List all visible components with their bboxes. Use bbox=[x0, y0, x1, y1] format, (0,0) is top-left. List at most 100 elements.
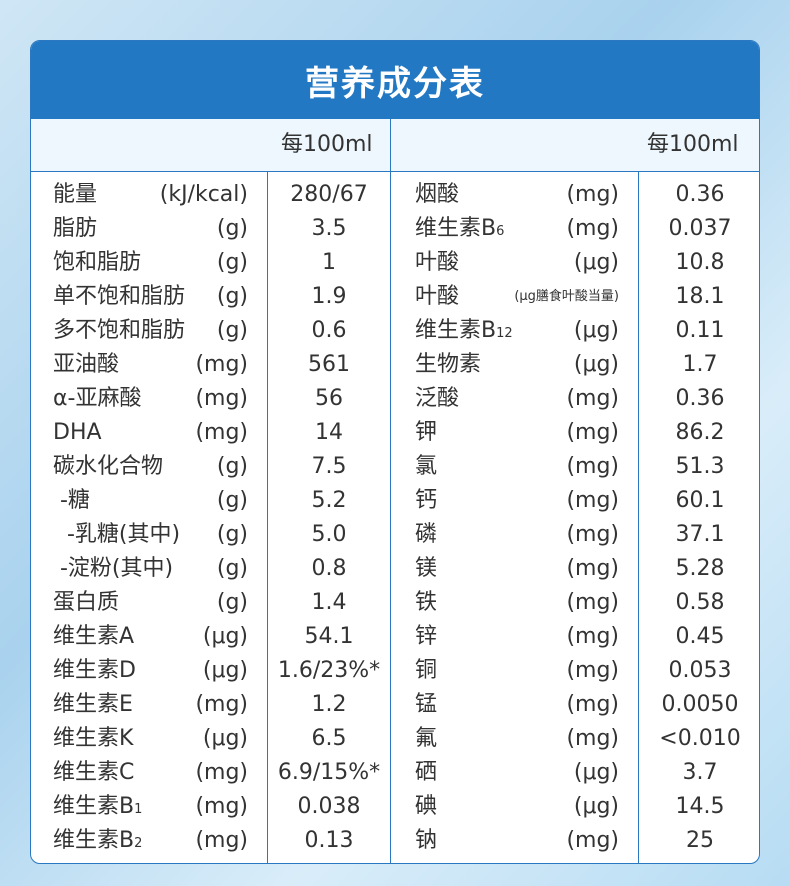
nutrient-name-text: DHA bbox=[53, 420, 102, 445]
table-row: 碘 (μg) 14.5 bbox=[31, 790, 759, 824]
nutrient-name: 能量 bbox=[53, 178, 203, 212]
table-row: 多不饱和脂肪 (g) 0.6 bbox=[31, 314, 759, 348]
nutrient-value: 6.9/15%* bbox=[277, 760, 381, 785]
table-row: 钾 (mg) 86.2 bbox=[31, 416, 759, 450]
nutrient-value: 0.038 bbox=[297, 794, 361, 819]
table-row: 维生素B2 (mg) 0.13 bbox=[31, 824, 759, 858]
nutrient-name-text: 钠 bbox=[415, 828, 438, 853]
nutrient-subscript: 2 bbox=[134, 836, 143, 851]
nutrient-name: 碳水化合物 bbox=[53, 450, 203, 484]
nutrient-unit: (mg) bbox=[566, 828, 619, 853]
nutrient-value: 14.5 bbox=[675, 794, 725, 819]
table-row: 锌 (mg) 0.45 bbox=[31, 620, 759, 654]
nutrient-unit: (g) bbox=[216, 318, 248, 343]
nutrient-name-text: 氟 bbox=[415, 726, 438, 751]
nutrient-name: 钾 bbox=[415, 416, 555, 450]
nutrient-value: 25 bbox=[686, 828, 714, 853]
nutrient-unit: (mg) bbox=[566, 420, 619, 445]
nutrient-name: 碘 bbox=[415, 790, 555, 824]
nutrient-subscript: 12 bbox=[496, 326, 513, 341]
nutrient-name-text: α-亚麻酸 bbox=[53, 386, 142, 411]
left-per-label: 每100ml bbox=[281, 132, 373, 157]
nutrient-value: 18.1 bbox=[675, 284, 725, 309]
table-row: 镁 (mg) 5.28 bbox=[31, 552, 759, 586]
nutrient-value: 3.7 bbox=[682, 760, 718, 785]
table-row: 维生素B12 (μg) 0.11 bbox=[31, 314, 759, 348]
table-row: 钠 (mg) 25 bbox=[31, 824, 759, 858]
table-row: 维生素D (μg) 1.6/23%* bbox=[31, 654, 759, 688]
nutrient-name: 铜 bbox=[415, 654, 555, 688]
nutrient-name: 饱和脂肪 bbox=[53, 246, 203, 280]
nutrient-value: 37.1 bbox=[675, 522, 725, 547]
nutrient-name-text: 铜 bbox=[415, 658, 438, 683]
nutrient-name-text: 维生素B bbox=[415, 216, 497, 241]
nutrient-name: 镁 bbox=[415, 552, 555, 586]
nutrient-value: 0.053 bbox=[668, 658, 732, 683]
nutrient-name: 叶酸 bbox=[415, 280, 555, 314]
nutrient-unit: (g) bbox=[216, 454, 248, 479]
nutrient-value: 0.13 bbox=[304, 828, 354, 853]
nutrient-value: 1 bbox=[322, 250, 336, 275]
nutrient-value: 1.4 bbox=[311, 590, 347, 615]
nutrient-name: 叶酸 bbox=[415, 246, 555, 280]
table-row: 维生素B6 (mg) 0.037 bbox=[31, 212, 759, 246]
nutrient-unit: (mg) bbox=[195, 352, 248, 377]
nutrient-name: 磷 bbox=[415, 518, 555, 552]
nutrient-value: 0.037 bbox=[668, 216, 732, 241]
nutrient-value: 7.5 bbox=[311, 454, 347, 479]
nutrient-name-text: 维生素A bbox=[53, 624, 135, 649]
nutrient-name: DHA bbox=[53, 416, 203, 450]
nutrient-unit: (μg) bbox=[573, 760, 619, 785]
nutrient-value: 0.11 bbox=[675, 318, 725, 343]
nutrient-unit: (g) bbox=[216, 590, 248, 615]
nutrient-value: 51.3 bbox=[675, 454, 725, 479]
table-row: -淀粉(其中) (g) 0.8 bbox=[31, 552, 759, 586]
nutrient-value: 54.1 bbox=[304, 624, 354, 649]
nutrient-name-text: 锰 bbox=[415, 692, 438, 717]
nutrient-name: 单不饱和脂肪 bbox=[53, 280, 203, 314]
table-row: -糖 (g) 5.2 bbox=[31, 484, 759, 518]
table-row: 脂肪 (g) 3.5 bbox=[31, 212, 759, 246]
nutrient-value: 5.0 bbox=[311, 522, 347, 547]
nutrient-unit: (g) bbox=[216, 216, 248, 241]
table-row: 碳水化合物 (g) 7.5 bbox=[31, 450, 759, 484]
nutrient-value: 0.36 bbox=[675, 386, 725, 411]
nutrient-unit: (mg) bbox=[195, 692, 248, 717]
nutrient-unit: (g) bbox=[216, 522, 248, 547]
nutrient-value: <0.010 bbox=[659, 726, 741, 751]
nutrient-unit: (mg) bbox=[566, 726, 619, 751]
nutrient-unit: (g) bbox=[216, 556, 248, 581]
nutrient-name-text: -糖 bbox=[53, 488, 90, 513]
nutrient-value: 1.2 bbox=[311, 692, 347, 717]
nutrient-name: 硒 bbox=[415, 756, 555, 790]
nutrient-unit: (mg) bbox=[195, 760, 248, 785]
table-row: -乳糖(其中) (g) 5.0 bbox=[31, 518, 759, 552]
nutrient-unit: (mg) bbox=[566, 182, 619, 207]
nutrient-unit: (μg) bbox=[573, 794, 619, 819]
nutrient-unit: (mg) bbox=[566, 488, 619, 513]
table-row: 生物素 (μg) 1.7 bbox=[31, 348, 759, 382]
nutrient-value: 14 bbox=[315, 420, 343, 445]
nutrient-name: 维生素B6 bbox=[415, 212, 555, 246]
table-row: 维生素K (μg) 6.5 bbox=[31, 722, 759, 756]
nutrition-panel: 营养成分表 每100ml 每100ml 能量 (kJ/kcal) 280/67 脂肪 (… bbox=[30, 40, 760, 864]
nutrient-unit: (mg) bbox=[566, 624, 619, 649]
nutrient-value: 0.6 bbox=[311, 318, 347, 343]
nutrient-name: 钙 bbox=[415, 484, 555, 518]
nutrient-name-text: 叶酸 bbox=[415, 284, 460, 309]
nutrient-name: -乳糖(其中) bbox=[53, 518, 203, 552]
nutrient-name-text: 氯 bbox=[415, 454, 438, 479]
nutrient-value: 0.58 bbox=[675, 590, 725, 615]
nutrient-name: 氯 bbox=[415, 450, 555, 484]
nutrient-unit: (mg) bbox=[566, 216, 619, 241]
nutrient-name-text: 维生素B bbox=[53, 828, 135, 853]
table-row: 铜 (mg) 0.053 bbox=[31, 654, 759, 688]
nutrient-name-text: 烟酸 bbox=[415, 182, 460, 207]
table-row: 单不饱和脂肪 (g) 1.9 bbox=[31, 280, 759, 314]
nutrient-name: 氟 bbox=[415, 722, 555, 756]
nutrient-name-text: 蛋白质 bbox=[53, 590, 120, 615]
nutrient-name-text: 镁 bbox=[415, 556, 438, 581]
nutrient-unit: (μg) bbox=[573, 318, 619, 343]
nutrient-name-text: 钾 bbox=[415, 420, 438, 445]
table-header: 每100ml 每100ml bbox=[31, 119, 759, 172]
